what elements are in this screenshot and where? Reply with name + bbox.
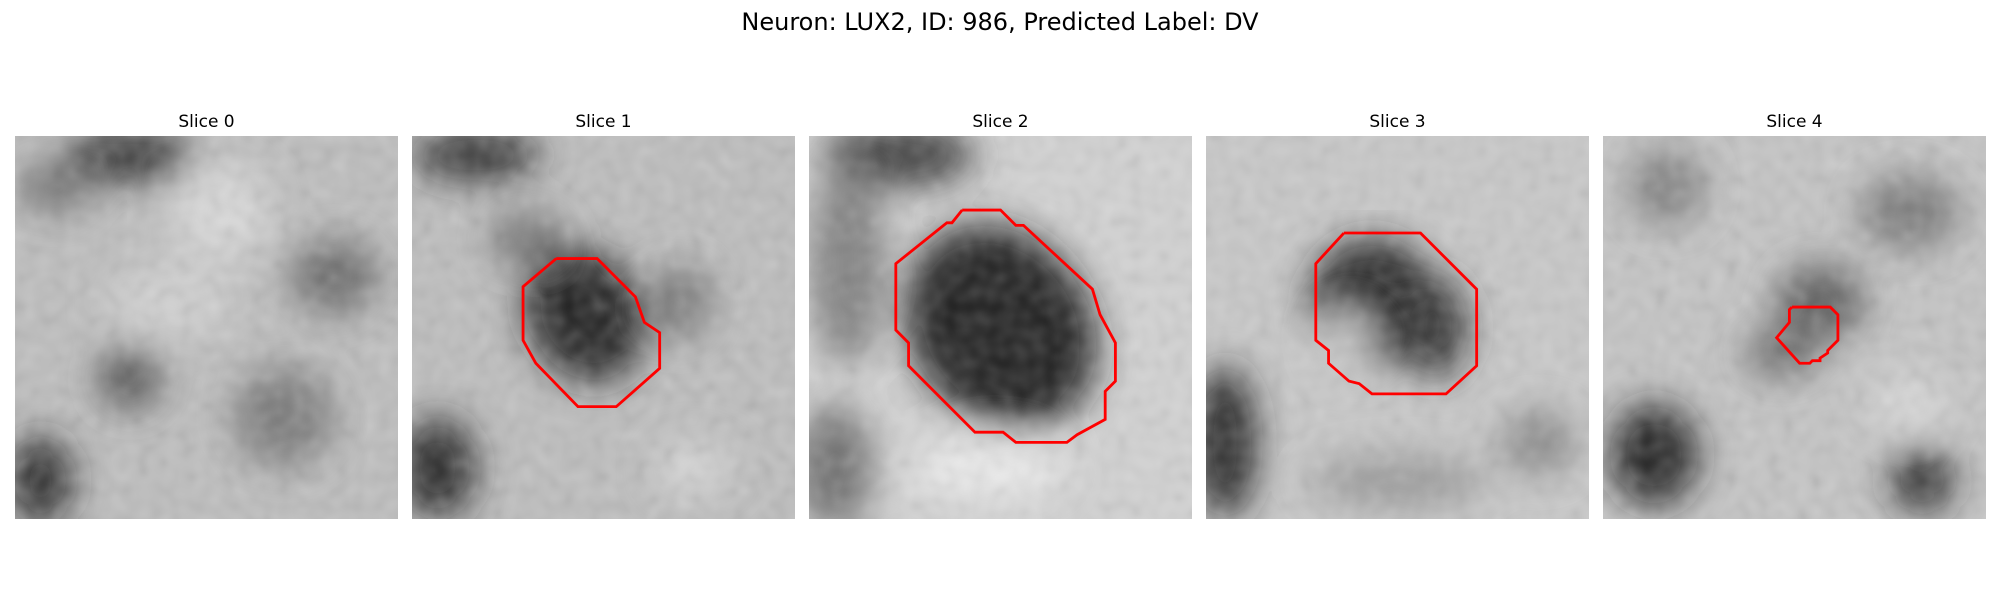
- slice-panel-1: Slice 1: [412, 108, 795, 519]
- slice-title-4: Slice 4: [1766, 112, 1823, 132]
- slice-title-1: Slice 1: [575, 112, 632, 132]
- slice-panel-2: Slice 2: [809, 108, 1192, 519]
- slice-panel-3: Slice 3: [1206, 108, 1589, 519]
- slice-image-4: [1603, 136, 1986, 519]
- slice-title-2: Slice 2: [972, 112, 1029, 132]
- contour-4: [1774, 305, 1840, 365]
- contour-2: [894, 208, 1117, 444]
- slice-image-1: [412, 136, 795, 519]
- slice-title-3: Slice 3: [1369, 112, 1426, 132]
- contour-1: [521, 257, 662, 409]
- slice-title-0: Slice 0: [178, 112, 235, 132]
- slice-panel-4: Slice 4: [1603, 108, 1986, 519]
- figure-title: Neuron: LUX2, ID: 986, Predicted Label: …: [741, 8, 1259, 36]
- slice-image-0: [15, 136, 398, 519]
- slice-image-2: [809, 136, 1192, 519]
- slice-image-3: [1206, 136, 1589, 519]
- contour-3: [1314, 231, 1479, 396]
- slice-panel-0: Slice 0: [15, 108, 398, 519]
